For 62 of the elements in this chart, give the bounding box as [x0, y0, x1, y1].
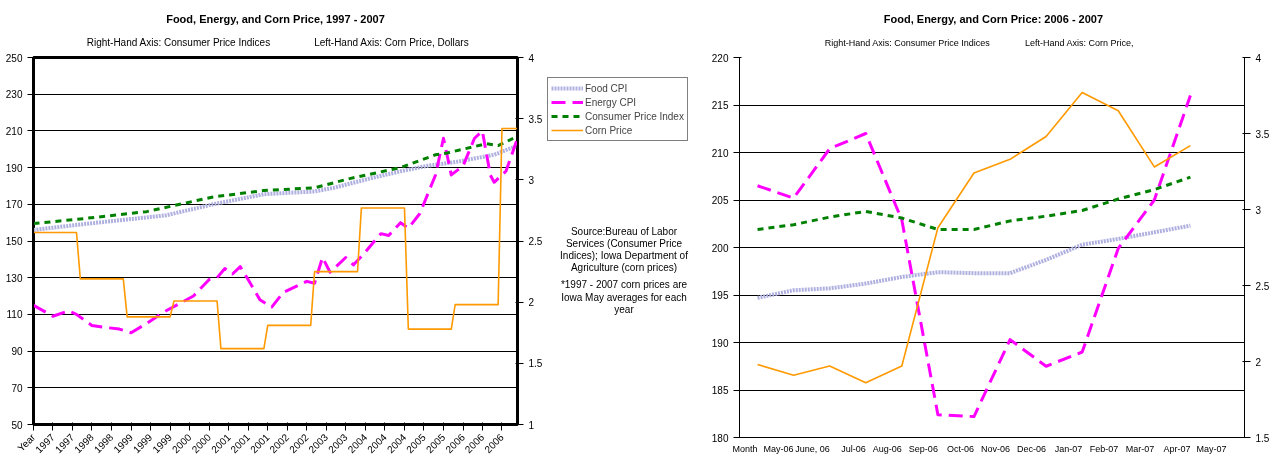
y-tick-label: 195: [711, 290, 729, 301]
legend-label: Energy CPI: [585, 95, 637, 109]
x-tick-label: Dec-06: [1017, 443, 1047, 454]
x-tick-label: Aug-06: [872, 443, 902, 454]
x-tick-label: May-06: [763, 443, 794, 454]
y2-tick-label: 3: [1255, 204, 1262, 216]
x-tick-label: Mar-07: [1125, 443, 1155, 454]
y2-tick-label: 2.5: [1255, 280, 1269, 292]
y2-tick-label: 4: [528, 52, 535, 64]
y-tick-label: 250: [5, 52, 23, 64]
line-series: [756, 175, 1192, 231]
y-tick-label: 220: [711, 52, 729, 64]
y2-tick-label: 2: [528, 297, 535, 309]
x-tick-label: Sep-06: [908, 443, 938, 454]
y-tick-label: 130: [5, 272, 23, 284]
x-tick-label: Apr-07: [1163, 443, 1191, 454]
x-tick-label: May-07: [1196, 443, 1227, 454]
chart-title: Food, Energy, and Corn Price, 1997 - 2007: [166, 12, 385, 25]
y2-tick-label: 3.5: [528, 113, 543, 125]
line-series: [33, 143, 518, 232]
y2-tick-label: 4: [1255, 52, 1262, 64]
chart-subtitle: Right-Hand Axis: Consumer Price Indices: [824, 37, 991, 48]
y-tick-label: 90: [11, 346, 23, 358]
y-tick-label: 230: [5, 89, 23, 101]
y-tick-label: 170: [5, 199, 23, 211]
chart-title: Food, Energy, and Corn Price: 2006 - 2007: [883, 12, 1104, 25]
y-tick-label: 190: [5, 162, 23, 174]
x-tick-label: Jan-07: [1054, 443, 1083, 454]
legend-label: Corn Price: [585, 123, 633, 137]
x-tick-label: Jul-06: [841, 443, 866, 454]
y2-tick-label: 1: [528, 419, 535, 431]
y2-tick-label: 2.5: [528, 236, 543, 247]
y-tick-label: 110: [6, 309, 23, 321]
line-series: [755, 223, 1193, 300]
y2-tick-label: 3: [528, 174, 535, 186]
x-tick-label: Feb-07: [1089, 443, 1119, 454]
x-tick-label: Nov-06: [981, 443, 1011, 454]
y2-tick-label: 2: [1255, 356, 1262, 368]
x-tick-label: Oct-06: [946, 443, 974, 454]
y-tick-label: 210: [5, 125, 23, 137]
text: *1997 - 2007 corn prices are Iowa May averages for each year: [560, 279, 688, 315]
x-tick-label: June, 06: [795, 443, 830, 454]
source-note: Source:Bureau of Labor Services (Consumer Price Indices); Iowa Department of Agriculture (corn prices): [560, 225, 689, 274]
y-tick-label: 180: [711, 432, 729, 444]
y2-tick-label: 1.5: [1255, 432, 1269, 444]
y-tick-label: 50: [11, 419, 23, 431]
x-tick-label: Month: [732, 443, 758, 454]
y-tick-label: 205: [711, 195, 729, 206]
y-tick-label: 210: [711, 147, 729, 159]
text: Left-Hand Axis: Corn Price, Dollars: [314, 37, 469, 48]
chart-subtitle: Right-Hand Axis: Consumer Price Indices: [86, 37, 271, 48]
legend-label: Food CPI: [585, 81, 628, 95]
y-tick-label: 190: [711, 337, 729, 349]
y-tick-label: 215: [711, 100, 729, 111]
y-tick-label: 200: [711, 242, 729, 254]
y-tick-label: 150: [5, 236, 23, 247]
text: Left-Hand Axis: Corn Price,: [1024, 37, 1134, 48]
legend-label: Consumer Price Index: [585, 109, 684, 123]
y2-tick-label: 3.5: [1255, 128, 1269, 140]
y-tick-label: 70: [11, 382, 23, 394]
y2-tick-label: 1.5: [528, 358, 543, 370]
y-tick-label: 185: [711, 385, 729, 396]
